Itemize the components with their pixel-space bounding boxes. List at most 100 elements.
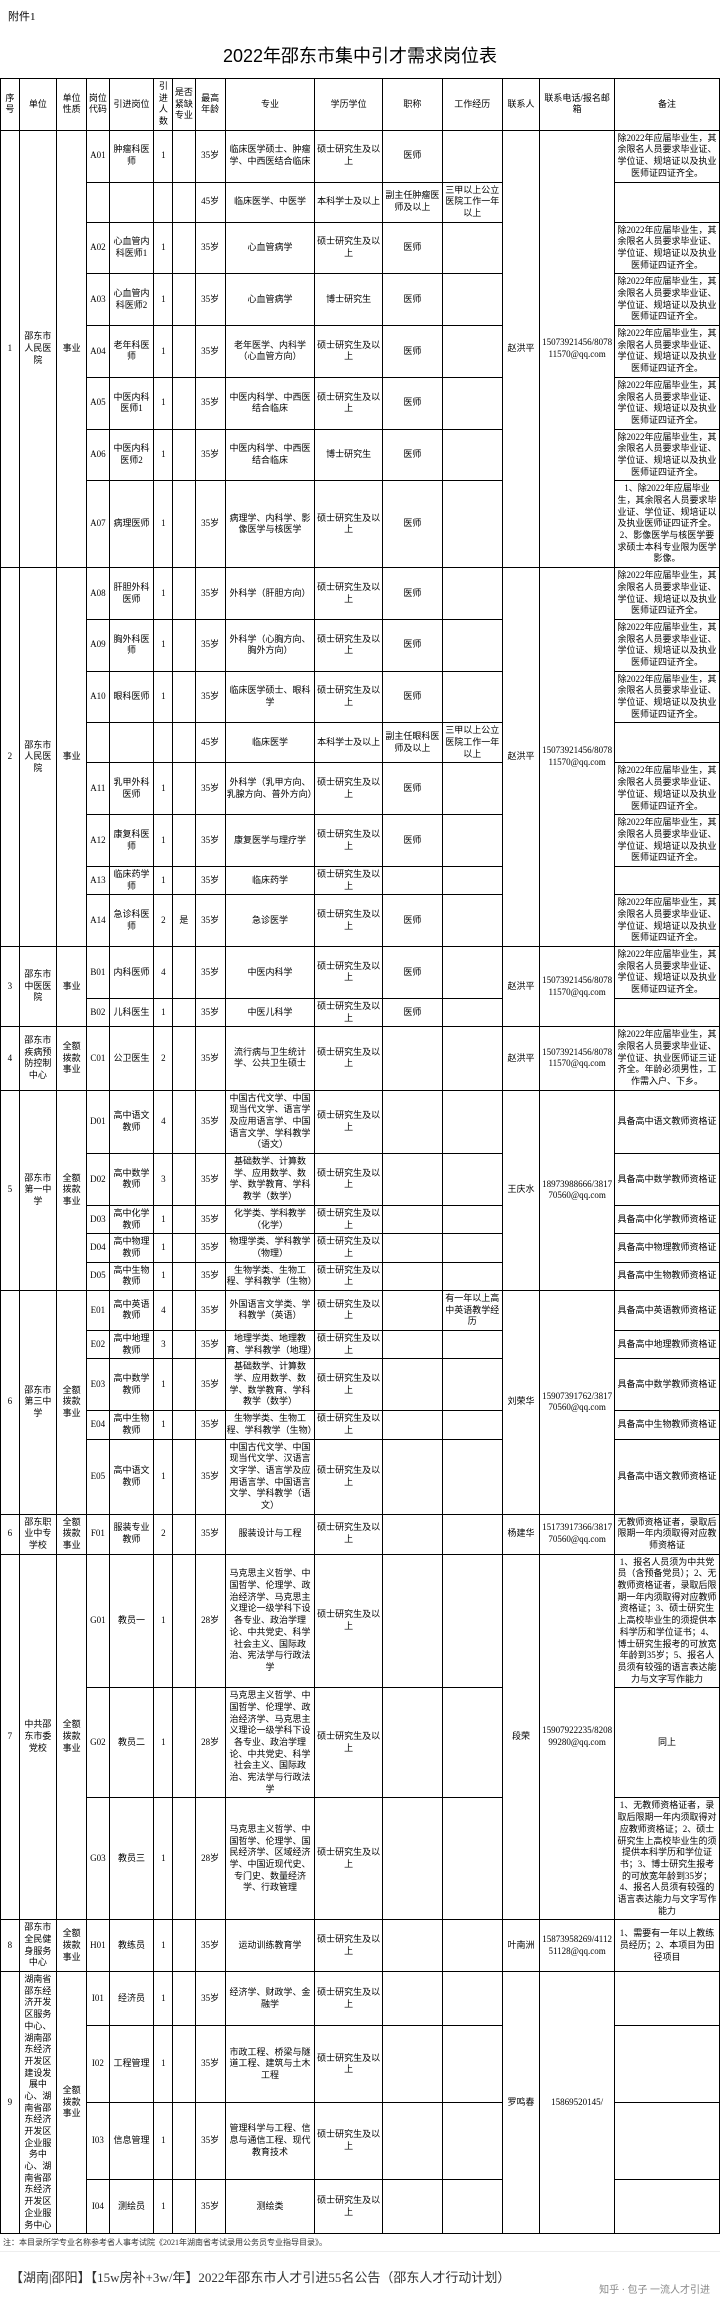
cell-title [382,1154,442,1206]
cell-exp [442,1154,502,1206]
cell-short [173,1234,195,1262]
cell-num: 1 [154,815,173,867]
cell-remark: 除2022年应届毕业生，其余限名人员要求毕业证、学位证、规培证以及执业医师证四证… [615,619,720,671]
cell-major: 生物学类、生物工程、学科教学（生物） [225,1262,315,1290]
cell-age: 35岁 [195,815,225,867]
table-row: 5邵东市第一中学全额拨款事业D01高中语文教师435岁中国古代文学、中国现当代文… [1,1090,720,1153]
cell-title [382,1331,442,1359]
cell-age: 35岁 [195,1027,225,1090]
cell-exp [442,377,502,429]
cell-exp [442,1688,502,1798]
cell-age: 35岁 [195,326,225,378]
cell-remark: 1、报名人员须为中共党员（含预备党员）；2、无教师资格证者，录取后限期一年内须取… [615,1554,720,1688]
cell-short [173,429,195,481]
cell-age: 28岁 [195,1798,225,1920]
cell-edu: 硕士研究生及以上 [315,815,382,867]
cell-code: E01 [87,1290,109,1330]
cell-major: 生物学类、生物工程、学科教学（生物） [225,1411,315,1439]
cell-major: 临床药学 [225,866,315,894]
cell-edu: 硕士研究生及以上 [315,998,382,1026]
cell-title [382,1411,442,1439]
cell-title [382,2179,442,2233]
cell-age: 35岁 [195,895,225,947]
cell-unit: 邵东市第一中学 [19,1090,56,1290]
cell-pos: 老年科医师 [109,326,154,378]
cell-edu: 硕士研究生及以上 [315,671,382,723]
cell-title [382,1234,442,1262]
cell-short [173,1290,195,1330]
cell-code: E02 [87,1331,109,1359]
cell-exp [442,947,502,999]
cell-edu: 硕士研究生及以上 [315,1331,382,1359]
cell-num: 3 [154,1154,173,1206]
cell-exp [442,1514,502,1554]
cell-num: 2 [154,895,173,947]
cell-edu: 硕士研究生及以上 [315,130,382,182]
cell-pos: 高中语文教师 [109,1439,154,1514]
cell-num: 1 [154,222,173,274]
attachment-label: 附件1 [0,0,720,32]
cell-nature: 全额拨款事业 [57,1514,87,1554]
cell-title: 医师 [382,326,442,378]
cell-code: E05 [87,1439,109,1514]
cell-remark: 1、需要有一年以上教练员经历；2、本项目为田径项目 [615,1920,720,1972]
cell-contact: 杨建华 [502,1514,539,1554]
cell-num: 1 [154,1234,173,1262]
cell-num: 1 [154,671,173,723]
cell-contact: 赵洪平 [502,130,539,567]
cell-pos: 中医内科医师2 [109,429,154,481]
cell-exp: 三甲以上公立医院工作一年以上 [442,723,502,763]
cell-exp [442,1331,502,1359]
cell-major: 服装设计与工程 [225,1514,315,1554]
cell-num: 1 [154,377,173,429]
cell-title [382,1205,442,1233]
cell-code: A09 [87,619,109,671]
cell-unit: 湖南省邵东经济开发区服务中心、湖南邵东经济开发区建设发展中心、湖南省邵东经济开发… [19,1972,56,2234]
cell-nature: 全额拨款事业 [57,1290,87,1514]
cell-remark: 1、无教师资格证者，录取后限期一年内须取得对应教师资格证；2、硕士研究生上高校毕… [615,1798,720,1920]
cell-unit: 邵东市疾病预防控制中心 [19,1027,56,1090]
cell-title: 医师 [382,481,442,568]
cell-exp: 有一年以上高中英语教学经历 [442,1290,502,1330]
cell-age: 45岁 [195,723,225,763]
cell-major: 中医内科学 [225,947,315,999]
cell-num: 2 [154,1027,173,1090]
cell-title [382,1090,442,1153]
table-row: 6邵东市第三中学全额拨款事业E01高中英语教师435岁外国语言文学类、学科教学（… [1,1290,720,1330]
cell-code: G02 [87,1688,109,1798]
cell-code: A12 [87,815,109,867]
cell-phone: 15173917366/381770560@qq.com [540,1514,615,1554]
cell-pos: 高中英语教师 [109,1290,154,1330]
cell-seq: 9 [1,1972,20,2234]
cell-nature: 全额拨款事业 [57,1027,87,1090]
cell-remark: 除2022年应届毕业生，其余限名人员要求毕业证、学位证、规培证以及执业医师证四证… [615,326,720,378]
cell-exp [442,1027,502,1090]
cell-num: 1 [154,619,173,671]
cell-exp [442,619,502,671]
col-header: 单位 [19,79,56,131]
cell-title [382,2026,442,2103]
cell-title: 医师 [382,568,442,620]
cell-pos: 高中语文教师 [109,1090,154,1153]
cell-num: 1 [154,1972,173,2026]
cell-code: I04 [87,2179,109,2233]
cell-age: 35岁 [195,947,225,999]
cell-short [173,619,195,671]
cell-exp [442,1359,502,1411]
cell-title [382,866,442,894]
cell-edu: 硕士研究生及以上 [315,866,382,894]
cell-unit: 邵东市中医医院 [19,947,56,1027]
cell-short [173,1920,195,1972]
cell-exp [442,222,502,274]
cell-seq: 4 [1,1027,20,1090]
cell-pos: 肝胆外科医师 [109,568,154,620]
cell-code: A01 [87,130,109,182]
cell-edu: 本科学士及以上 [315,182,382,222]
cell-num: 1 [154,274,173,326]
cell-pos: 工程管理 [109,2026,154,2103]
cell-contact: 刘荣华 [502,1290,539,1514]
col-header: 单位性质 [57,79,87,131]
cell-num: 2 [154,1514,173,1554]
cell-title [382,1027,442,1090]
cell-short [173,1205,195,1233]
